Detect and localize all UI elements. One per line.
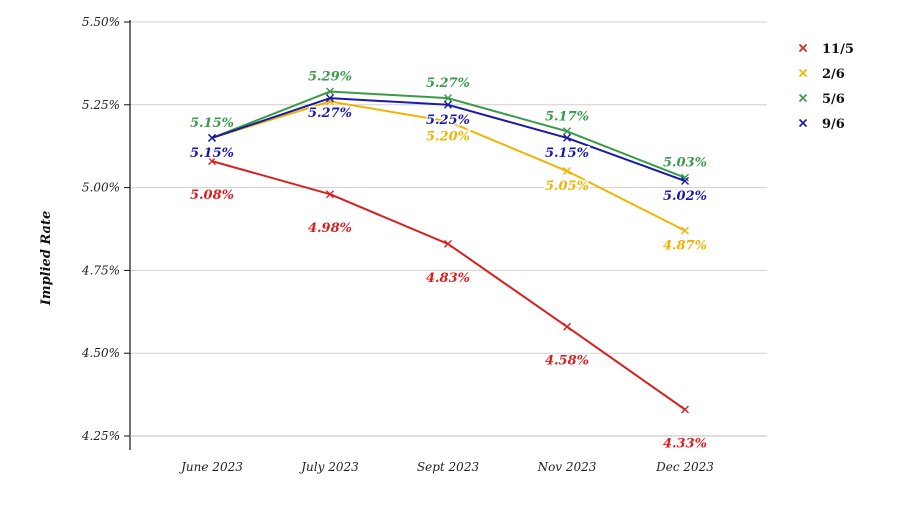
data-label: 4.58%	[545, 354, 589, 369]
data-label: 5.17%	[545, 109, 589, 124]
data-point-marker	[326, 94, 334, 103]
legend-label: 11/5	[822, 42, 854, 57]
data-point-marker	[563, 322, 571, 331]
legend-label: 5/6	[822, 92, 845, 107]
data-point-marker	[444, 117, 452, 126]
data-label: 5.15%	[190, 116, 234, 131]
data-label: 5.27%	[308, 106, 352, 121]
x-tick-label: Sept 2023	[417, 460, 480, 474]
data-point-marker	[681, 176, 689, 185]
axes: 4.25% 4.50% 4.75% 5.00% 5.25% 5.50% June 2023 J…	[81, 15, 767, 474]
y-tick-label: 4.75%	[81, 263, 120, 277]
data-label: 5.25%	[426, 113, 470, 128]
y-tick-label: 4.50%	[81, 346, 120, 360]
data-label: 5.03%	[663, 156, 707, 171]
data-label: 5.08%	[190, 188, 234, 203]
x-tick-label: Nov 2023	[537, 460, 597, 474]
x-tick-label: Dec 2023	[655, 460, 714, 474]
data-label: 5.02%	[663, 189, 707, 204]
data-label: 5.15%	[190, 146, 234, 161]
data-point-marker	[208, 157, 216, 166]
data-point-marker	[208, 133, 216, 142]
data-label: 5.27%	[426, 76, 470, 91]
y-tick-label: 4.25%	[81, 429, 120, 443]
data-label: 4.83%	[426, 271, 470, 286]
legend-marker	[798, 43, 808, 53]
legend: 11/5 2/6 5/6 9/6	[798, 42, 854, 132]
data-point-marker	[326, 87, 334, 96]
data-labels: 5.20% 5.05% 4.87% 5.08% 4.98% 4.83% 4.58% 4.33%…	[188, 68, 708, 453]
y-tick-label: 5.00%	[82, 181, 120, 195]
data-label: 4.87%	[663, 239, 707, 254]
y-axis-title: Implied Rate	[39, 211, 54, 307]
legend-marker	[798, 118, 808, 128]
data-point-marker	[444, 239, 452, 248]
series-group	[208, 87, 689, 414]
y-tick-label: 5.25%	[82, 98, 120, 112]
data-label: 5.15%	[545, 146, 589, 161]
data-point-marker	[326, 190, 334, 199]
data-point-marker	[681, 405, 689, 414]
data-label: 5.29%	[308, 70, 352, 85]
legend-marker	[798, 68, 808, 78]
x-tick-label: July 2023	[298, 460, 359, 474]
data-label: 5.05%	[545, 179, 589, 194]
data-point-marker	[563, 127, 571, 136]
x-tick-label: June 2023	[178, 460, 243, 474]
data-point-marker	[563, 133, 571, 142]
data-point-marker	[444, 100, 452, 109]
data-label: 4.98%	[308, 221, 352, 236]
data-point-marker	[444, 94, 452, 103]
data-point-marker	[681, 226, 689, 235]
data-point-marker	[563, 167, 571, 176]
y-tick-label: 5.50%	[82, 15, 120, 29]
legend-label: 2/6	[822, 67, 845, 82]
data-label: 5.20%	[426, 129, 470, 144]
legend-label: 9/6	[822, 117, 845, 132]
legend-marker	[798, 93, 808, 103]
data-label: 4.33%	[663, 437, 707, 452]
